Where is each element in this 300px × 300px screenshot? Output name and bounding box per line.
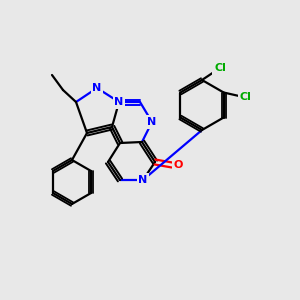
Text: N: N [147,117,157,127]
Text: Cl: Cl [240,92,252,103]
Text: N: N [114,97,124,107]
Text: N: N [92,83,102,93]
Text: O: O [173,160,183,170]
Text: Cl: Cl [214,63,226,73]
Text: N: N [138,175,148,185]
